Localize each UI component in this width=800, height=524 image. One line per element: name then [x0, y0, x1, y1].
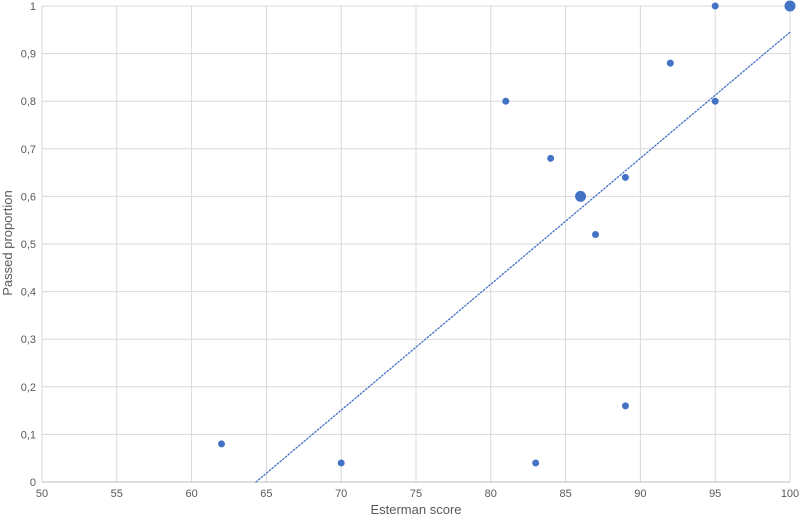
y-tick-label: 0,5: [21, 239, 36, 251]
x-tick-label: 60: [185, 488, 197, 500]
data-point: [532, 459, 540, 467]
data-point: [621, 402, 629, 410]
x-tick-label: 80: [485, 488, 497, 500]
data-point: [547, 154, 555, 162]
y-tick-label: 0,1: [21, 429, 36, 441]
data-point: [621, 173, 629, 181]
trendline: [255, 31, 791, 483]
y-tick-label: 0,2: [21, 382, 36, 394]
y-tick-label: 0,3: [21, 334, 36, 346]
x-tick-label: 55: [111, 488, 123, 500]
y-axis-tick-labels: 0 0,1 0,2 0,3 0,4 0,5 0,6 0,7 0,8 0,9 1: [21, 1, 36, 489]
x-tick-label: 100: [781, 488, 799, 500]
data-point: [711, 97, 719, 105]
x-tick-label: 85: [559, 488, 571, 500]
data-point: [784, 0, 796, 12]
trendline-layer: [255, 31, 791, 483]
x-tick-label: 75: [410, 488, 422, 500]
data-point: [502, 97, 510, 105]
data-point: [592, 230, 600, 238]
x-axis-tick-labels: 50 55 60 65 70 75 80 85 90 95 100: [36, 488, 799, 500]
x-tick-label: 90: [634, 488, 646, 500]
data-point: [337, 459, 345, 467]
x-axis-title: Esterman score: [370, 502, 461, 517]
grid: [41, 5, 791, 483]
y-tick-label: 1: [30, 1, 36, 13]
data-point: [218, 440, 226, 448]
data-points: [218, 0, 796, 467]
y-tick-label: 0,4: [21, 287, 36, 299]
data-point: [711, 2, 719, 10]
x-tick-label: 70: [335, 488, 347, 500]
x-tick-label: 65: [260, 488, 272, 500]
data-point: [666, 59, 674, 67]
y-tick-label: 0,6: [21, 191, 36, 203]
y-axis-title: Passed proportion: [0, 190, 15, 296]
y-tick-label: 0,8: [21, 96, 36, 108]
y-tick-label: 0,7: [21, 144, 36, 156]
y-tick-label: 0: [30, 477, 36, 489]
x-tick-label: 95: [709, 488, 721, 500]
data-point: [575, 190, 587, 202]
y-tick-label: 0,9: [21, 49, 36, 61]
x-tick-label: 50: [36, 488, 48, 500]
